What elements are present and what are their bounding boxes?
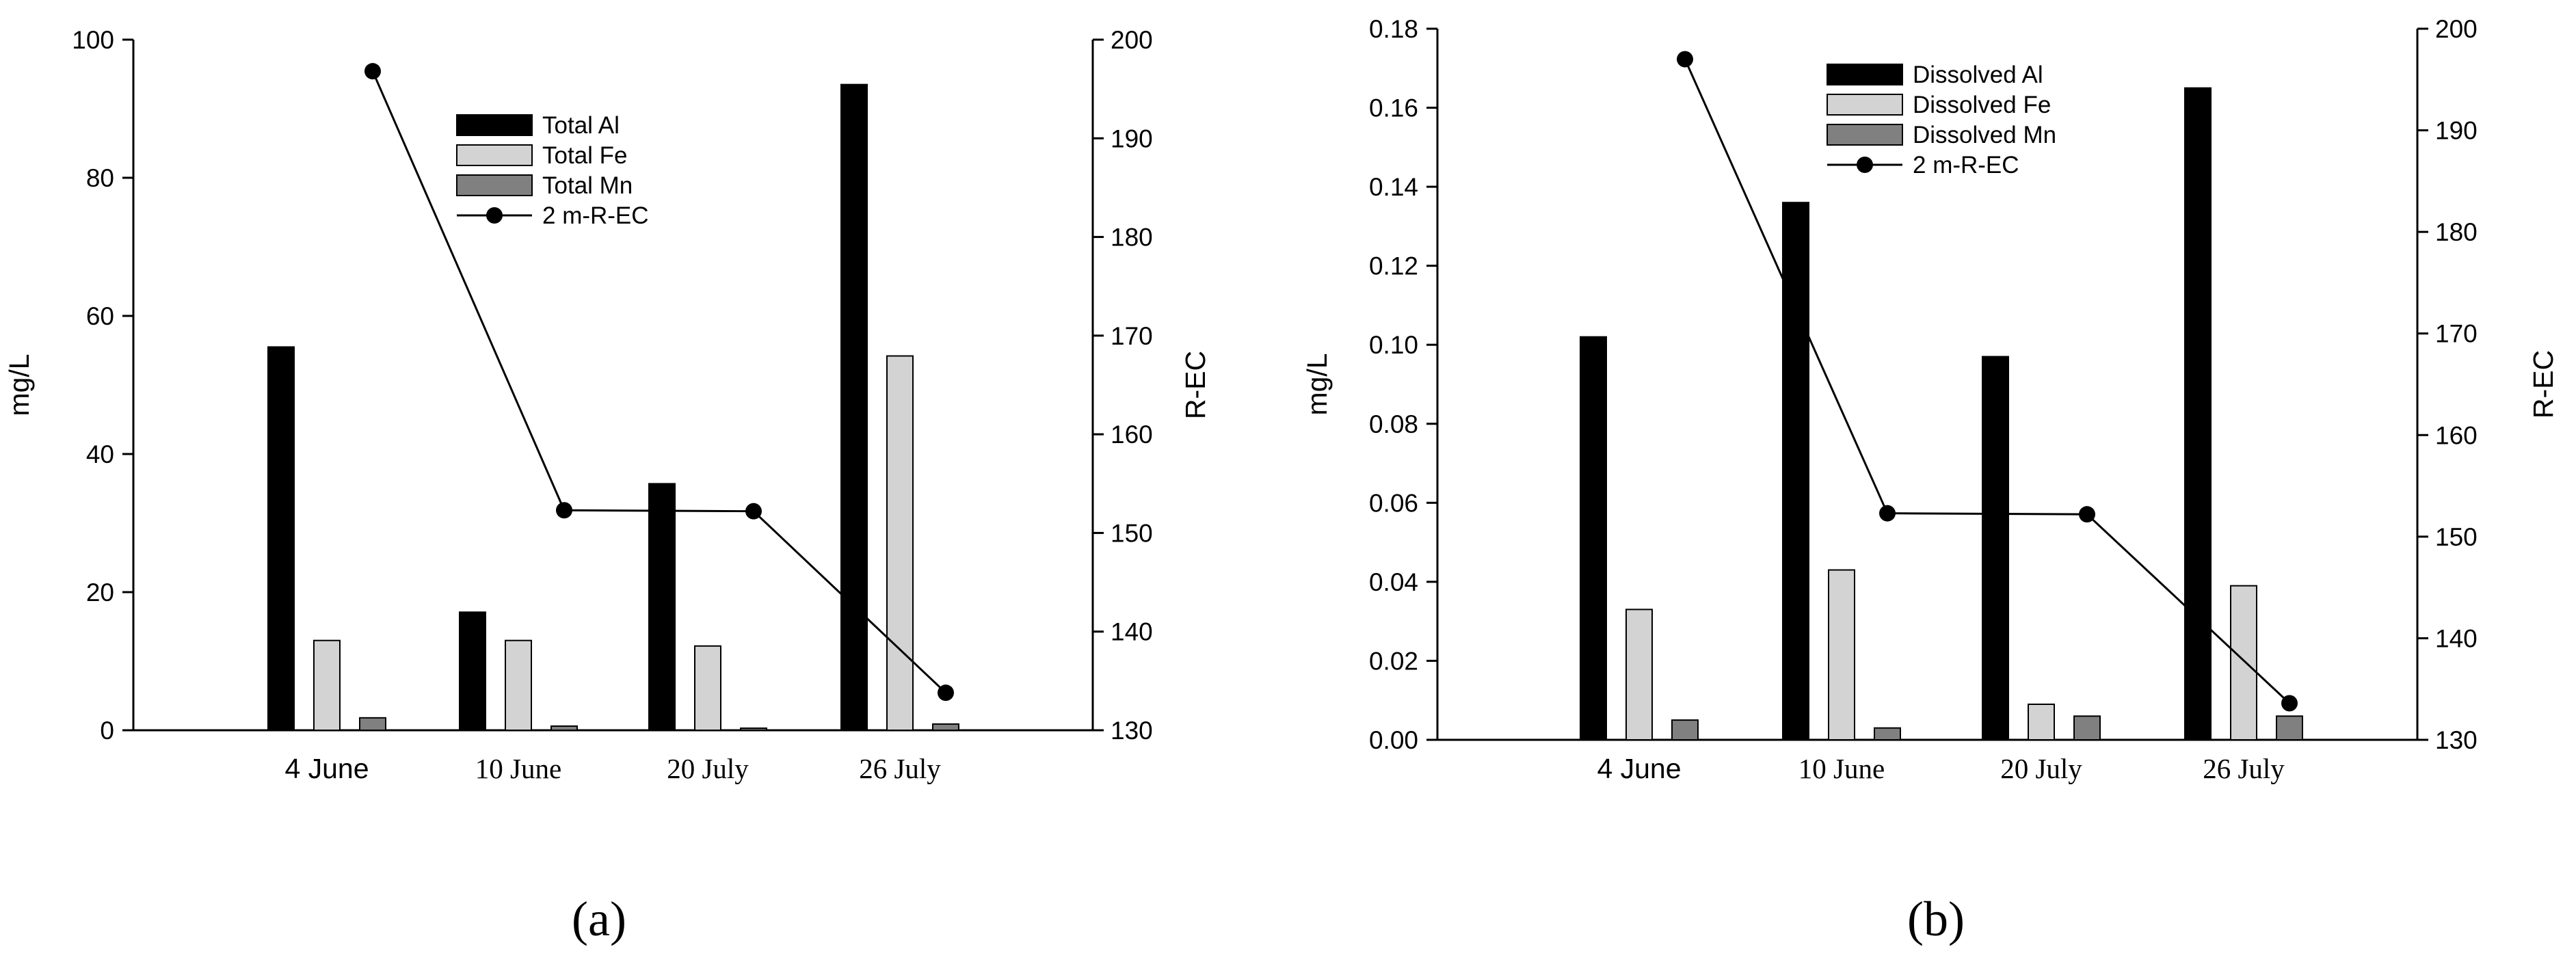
legend-swatch bbox=[1827, 124, 1903, 146]
left-tick-label: 40 bbox=[86, 440, 114, 468]
bar-total-mn bbox=[550, 725, 578, 731]
panel-label: (a) bbox=[572, 892, 626, 946]
right-tick-label: 200 bbox=[1111, 26, 1153, 54]
legend-swatch bbox=[1827, 64, 1903, 85]
bar-dissolved-al bbox=[1982, 356, 2009, 741]
bar-dissolved-al bbox=[2184, 87, 2212, 741]
bar-dissolved-mn bbox=[2073, 715, 2101, 741]
rec-point bbox=[938, 684, 954, 702]
right-tick-label: 170 bbox=[1111, 322, 1153, 350]
right-tick-label: 160 bbox=[2435, 421, 2478, 449]
bar-dissolved-mn bbox=[1874, 727, 1901, 741]
left-tick-label: 0.16 bbox=[1369, 94, 1418, 122]
legend-line-marker bbox=[486, 207, 503, 224]
left-tick-label: 0.12 bbox=[1369, 252, 1418, 280]
right-tick-label: 140 bbox=[1111, 618, 1153, 646]
right-tick-label: 130 bbox=[1111, 717, 1153, 745]
bar-dissolved-al bbox=[1782, 202, 1809, 741]
y-axis-title: mg/L bbox=[3, 354, 35, 416]
bar-total-al bbox=[648, 483, 676, 731]
bar-total-al bbox=[840, 83, 868, 731]
left-tick-label: 80 bbox=[86, 164, 114, 192]
rec-point bbox=[1677, 51, 1693, 68]
right-tick-label: 180 bbox=[1111, 224, 1153, 252]
x-category-label: 10 June bbox=[475, 753, 561, 784]
x-category-label: 4 June bbox=[1597, 753, 1681, 784]
panel-label: (b) bbox=[1907, 892, 1965, 946]
bar-total-al bbox=[459, 611, 486, 731]
right-tick-label: 150 bbox=[1111, 519, 1153, 547]
right-tick-label: 130 bbox=[2435, 726, 2478, 754]
rec-line bbox=[1684, 58, 2291, 704]
legend-swatch bbox=[456, 174, 533, 196]
x-category-label: 26 July bbox=[859, 753, 941, 784]
x-category-label: 10 June bbox=[1798, 753, 1885, 784]
legend-label: Total Al bbox=[542, 112, 620, 139]
left-tick-label: 0.02 bbox=[1369, 647, 1418, 675]
rec-line bbox=[371, 70, 947, 694]
left-tick-label: 0.10 bbox=[1369, 331, 1418, 359]
bar-dissolved-fe bbox=[1625, 609, 1653, 741]
legend-label: Dissolved Mn bbox=[1913, 122, 2056, 148]
bar-dissolved-fe bbox=[2028, 704, 2055, 741]
y2-axis-title: R-EC bbox=[2527, 350, 2559, 418]
bar-dissolved-fe bbox=[1828, 569, 1855, 741]
rec-point bbox=[556, 502, 572, 519]
bar-dissolved-fe bbox=[2230, 585, 2257, 741]
left-tick-label: 60 bbox=[86, 302, 114, 330]
x-category-label: 20 July bbox=[667, 753, 749, 784]
rec-point bbox=[364, 63, 381, 80]
right-tick-label: 160 bbox=[1111, 421, 1153, 449]
legend-label: 2 m-R-EC bbox=[542, 202, 649, 229]
x-category-label: 20 July bbox=[2000, 753, 2082, 784]
legend-label: Dissolved Al bbox=[1913, 62, 2043, 88]
bar-total-al bbox=[267, 346, 295, 731]
right-tick-label: 140 bbox=[2435, 624, 2478, 652]
right-tick-label: 190 bbox=[1111, 124, 1153, 152]
legend-label: 2 m-R-EC bbox=[1913, 152, 2019, 178]
rec-point bbox=[2079, 506, 2095, 523]
bar-dissolved-mn bbox=[1671, 719, 1699, 741]
legend-label: Total Mn bbox=[542, 172, 633, 199]
left-tick-label: 0.18 bbox=[1369, 15, 1418, 43]
x-category-label: 4 June bbox=[284, 753, 369, 784]
legend-swatch bbox=[1827, 94, 1903, 116]
left-tick-label: 0.00 bbox=[1369, 726, 1418, 754]
rec-point bbox=[2281, 695, 2298, 712]
legend-label: Dissolved Fe bbox=[1913, 92, 2051, 118]
panel-a-chart: 0 20 40 60 80 100 130 140 150 160 170 180 190 200 mg/L… bbox=[3, 26, 1211, 946]
left-tick-label: 0.04 bbox=[1369, 568, 1418, 596]
right-tick-label: 170 bbox=[2435, 320, 2478, 348]
bar-total-fe bbox=[505, 639, 532, 732]
left-tick-label: 0.06 bbox=[1369, 489, 1418, 517]
x-category-label: 26 July bbox=[2203, 753, 2285, 784]
bar-total-mn bbox=[359, 717, 386, 731]
legend-line-marker bbox=[1857, 157, 1873, 173]
left-tick-label: 0.08 bbox=[1369, 410, 1418, 438]
bar-total-fe bbox=[886, 355, 914, 731]
y-axis-title: mg/L bbox=[1301, 353, 1333, 415]
rec-point bbox=[1879, 505, 1896, 522]
right-tick-label: 150 bbox=[2435, 523, 2478, 551]
y2-axis-title: R-EC bbox=[1180, 351, 1211, 419]
left-tick-label: 0 bbox=[100, 717, 114, 745]
bar-total-mn bbox=[932, 723, 959, 732]
panel-b-chart: 0.00 0.02 0.04 0.06 0.08 0.10 0.12 0.14 0.16 0.18… bbox=[1301, 15, 2559, 946]
right-tick-label: 200 bbox=[2435, 15, 2478, 43]
bar-dissolved-mn bbox=[2276, 715, 2303, 741]
legend-swatch bbox=[456, 114, 533, 136]
bar-total-fe bbox=[313, 639, 341, 732]
bar-total-mn bbox=[740, 727, 767, 731]
bar-dissolved-al bbox=[1580, 336, 1607, 741]
right-tick-label: 180 bbox=[2435, 218, 2478, 246]
rec-point bbox=[745, 503, 762, 520]
legend-label: Total Fe bbox=[542, 142, 628, 169]
left-tick-label: 100 bbox=[72, 26, 114, 54]
left-tick-label: 20 bbox=[86, 578, 114, 606]
right-tick-label: 190 bbox=[2435, 117, 2478, 145]
left-tick-label: 0.14 bbox=[1369, 173, 1418, 201]
bar-total-fe bbox=[694, 645, 721, 732]
legend-swatch bbox=[456, 144, 533, 166]
